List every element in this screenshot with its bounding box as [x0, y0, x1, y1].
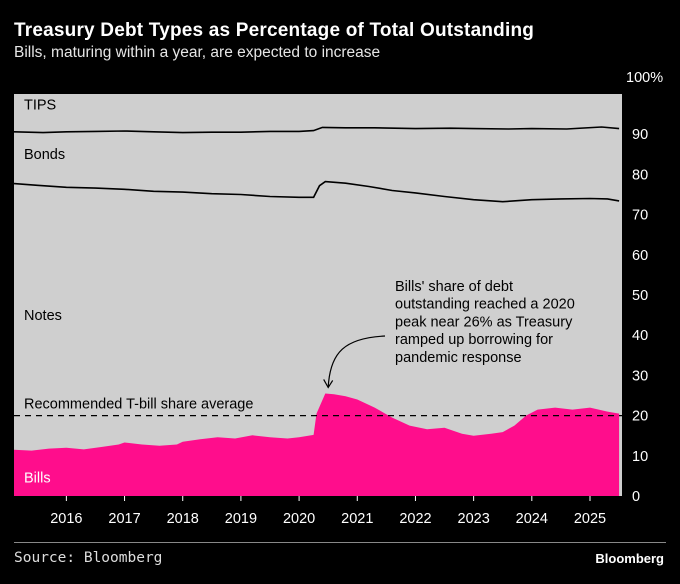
x-tick-label: 2025	[574, 511, 606, 527]
y-tick-label: 0	[632, 489, 640, 505]
annotation-line: pandemic response	[395, 350, 522, 366]
bills-area	[14, 393, 620, 496]
bloomberg-logo: Bloomberg	[595, 551, 664, 566]
x-tick-label: 2016	[50, 511, 82, 527]
chart-svg: Recommended T-bill share average TIPS Bond…	[13, 70, 663, 527]
x-tick-label: 2017	[108, 511, 140, 527]
x-tick-label: 2024	[516, 511, 548, 527]
annotation-line: Bills' share of debt	[395, 279, 513, 295]
y-tick-label: 10	[632, 449, 648, 465]
tips-boundary-line	[13, 126, 620, 134]
reference-line-label: Recommended T-bill share average	[24, 397, 253, 413]
annotation-line: peak near 26% as Treasury	[395, 314, 573, 330]
y-tick-label: 40	[632, 328, 648, 344]
x-tick-label: 2023	[458, 511, 490, 527]
source-note: Source: Bloomberg	[14, 550, 163, 566]
y-tick-label: 50	[632, 288, 648, 304]
y-tick-label: 70	[632, 208, 648, 224]
x-tick-label: 2018	[167, 511, 199, 527]
bonds-boundary-line	[13, 180, 620, 203]
y-tick-label: 80	[632, 167, 648, 183]
y-tick-label: 30	[632, 368, 648, 384]
chart-title: Treasury Debt Types as Percentage of Tot…	[14, 20, 535, 41]
region-label-notes: Notes	[24, 308, 62, 324]
x-tick-label: 2021	[341, 511, 373, 527]
y-tick-label: 90	[632, 127, 648, 143]
y-tick-label: 60	[632, 248, 648, 264]
y-tick-label: 20	[632, 409, 648, 425]
annotation-arrow	[327, 335, 386, 388]
x-tick-label: 2020	[283, 511, 315, 527]
footer-divider	[14, 542, 666, 543]
region-label-bonds: Bonds	[24, 147, 65, 163]
region-label-bills: Bills	[24, 470, 51, 486]
x-tick-label: 2022	[399, 511, 431, 527]
x-tick-label: 2019	[225, 511, 257, 527]
annotation-arrowhead	[323, 379, 334, 389]
chart-subtitle: Bills, maturing within a year, are expec…	[14, 44, 381, 61]
annotation-line: ramped up borrowing for	[395, 332, 553, 348]
region-label-tips: TIPS	[24, 97, 56, 113]
annotation-line: outstanding reached a 2020	[395, 297, 575, 313]
y-axis-top-label: 100%	[626, 70, 663, 86]
